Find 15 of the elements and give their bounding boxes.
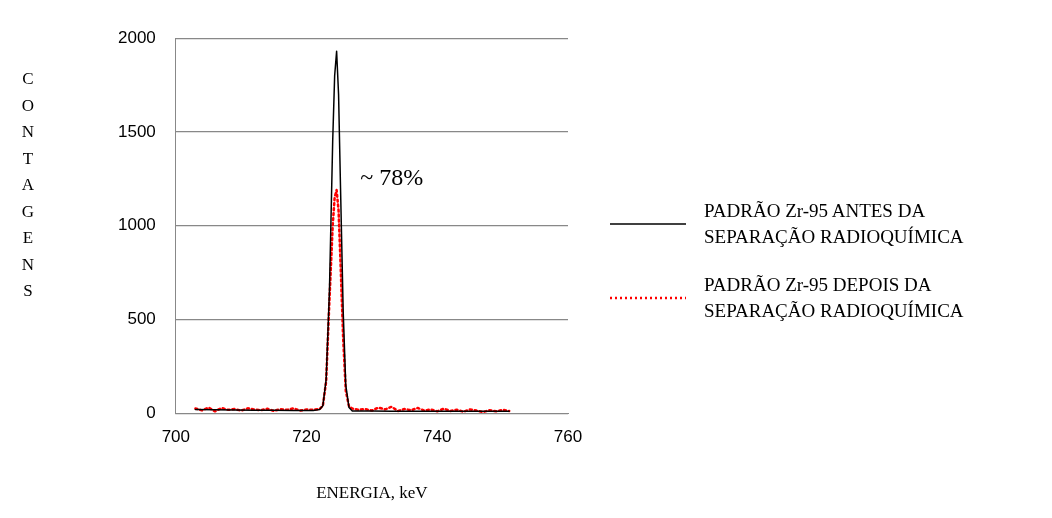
x-tick-label: 700 <box>161 427 191 447</box>
line-series <box>194 188 511 414</box>
y-tick-label: 0 <box>146 402 156 422</box>
y-tick-label: 2000 <box>117 27 156 47</box>
x-axis-title: ENERGIA, keV <box>316 483 429 503</box>
x-tick-label: 740 <box>423 427 452 447</box>
legend-label: PADRÃO Zr-95 ANTES DA SEPARAÇÃO RADIOQUÍMICA <box>704 199 965 249</box>
y-tick-label: 500 <box>127 309 156 329</box>
y-tick-label: 1000 <box>117 215 156 235</box>
legend-label: PADRÃO Zr-95 DEPOIS DA SEPARAÇÃO RADIOQUÍMICA <box>704 273 965 323</box>
x-tick-label: 720 <box>292 427 321 447</box>
y-tick-label: 1500 <box>117 121 156 141</box>
text: CONTAGENS <box>21 69 35 300</box>
x-tick-label: 760 <box>553 427 583 447</box>
annotation: ~ 78% <box>360 164 424 191</box>
